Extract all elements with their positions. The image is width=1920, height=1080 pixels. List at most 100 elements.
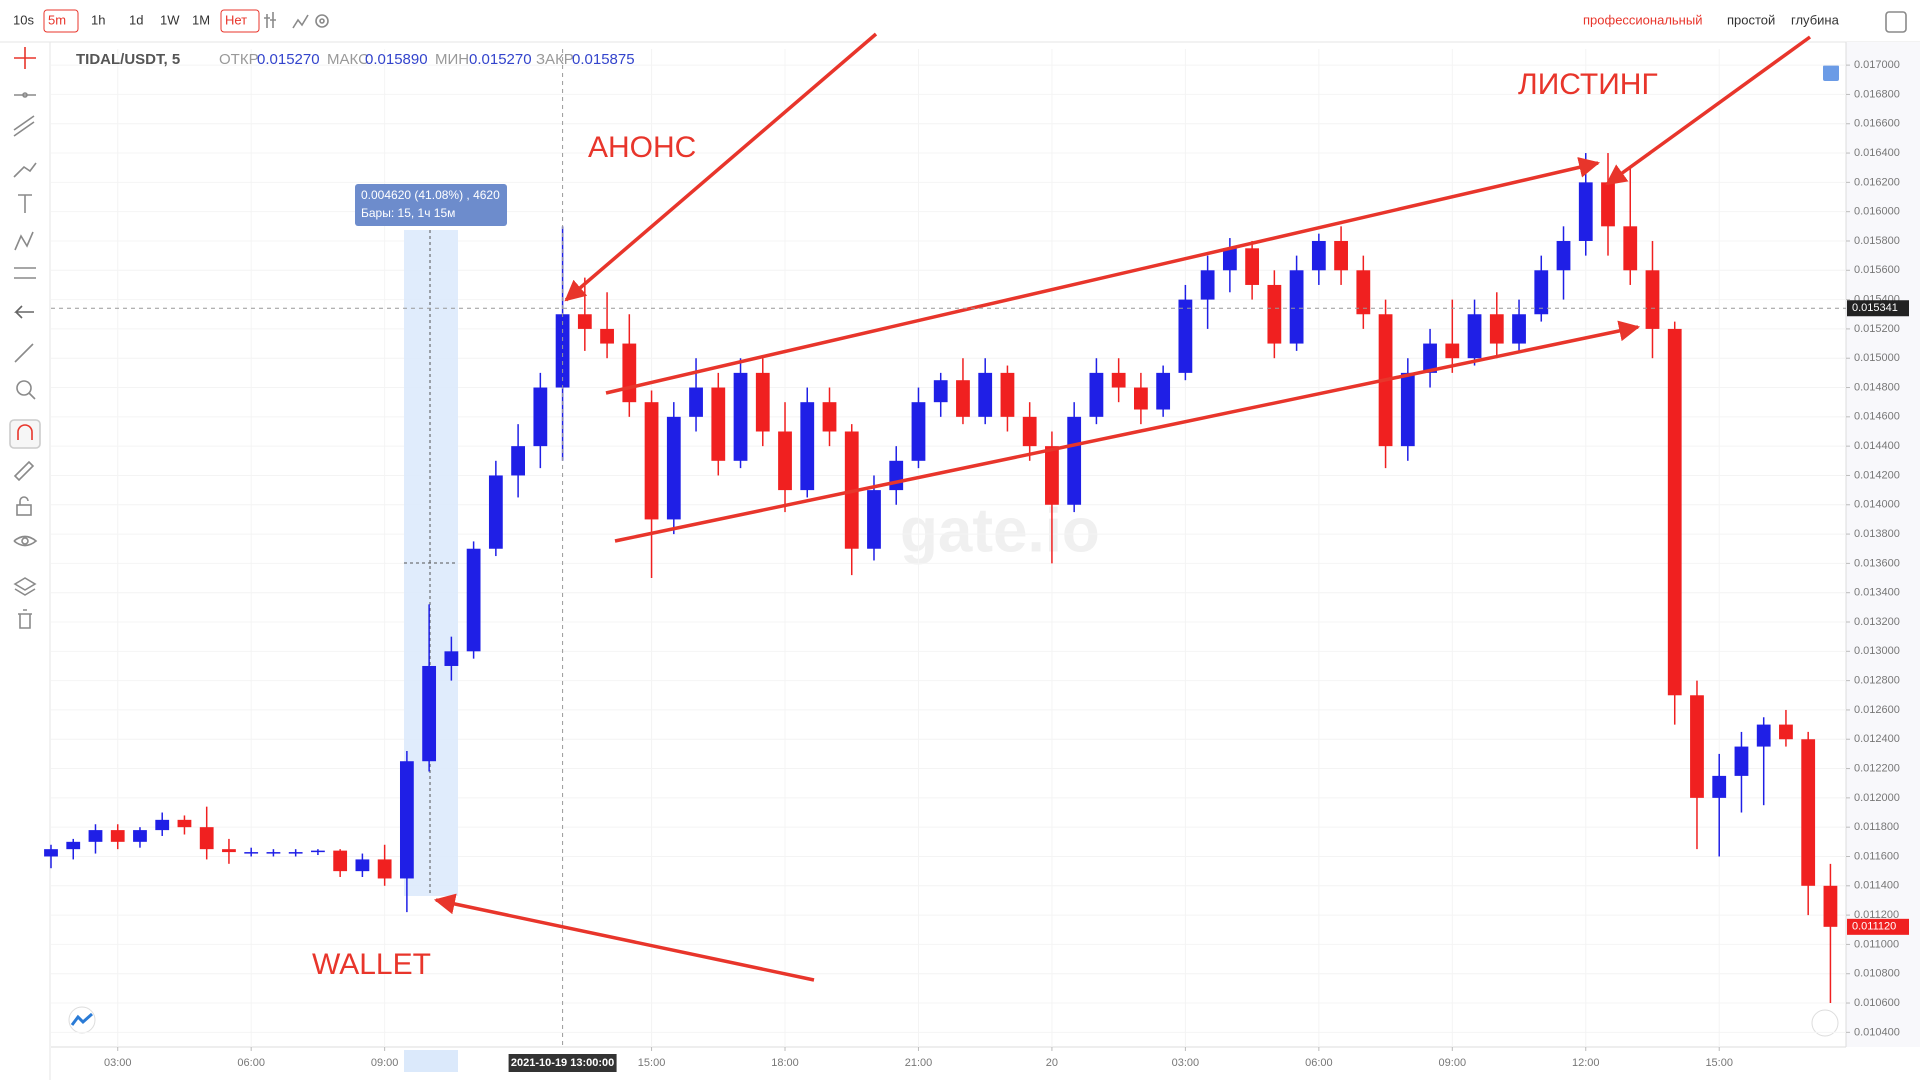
scale-button[interactable] xyxy=(1823,65,1839,81)
view-tab[interactable]: профессиональный xyxy=(1583,12,1702,27)
y-tick-label: 0.010800 xyxy=(1854,968,1900,980)
candle-body xyxy=(1267,284,1282,344)
x-tick-label: 20 xyxy=(1046,1057,1058,1069)
y-tick-label: 0.016000 xyxy=(1854,206,1900,218)
y-tick-label: 0.013400 xyxy=(1854,587,1900,599)
candle-body xyxy=(1645,270,1660,329)
candle-body xyxy=(733,372,748,461)
y-tick-label: 0.013200 xyxy=(1854,616,1900,628)
candle-body xyxy=(66,841,81,850)
x-tick-label: 09:00 xyxy=(1439,1057,1467,1069)
candle-body xyxy=(511,446,525,476)
view-tab[interactable]: глубина xyxy=(1791,12,1840,27)
candle-body xyxy=(1756,724,1771,747)
y-tick-label: 0.013000 xyxy=(1854,645,1900,657)
y-tick-label: 0.014200 xyxy=(1854,469,1900,481)
candle-body xyxy=(1467,314,1482,359)
candle-body xyxy=(1667,328,1682,696)
style-box xyxy=(220,9,260,33)
candle-body xyxy=(822,402,837,432)
candle-body xyxy=(933,380,948,403)
symbol: TIDAL/USDT, 5 xyxy=(76,51,180,68)
candle-body xyxy=(1334,240,1348,271)
interval-button[interactable]: 1M xyxy=(192,12,210,27)
candle-body xyxy=(956,380,970,417)
chart-style-button[interactable]: Нет xyxy=(225,12,247,27)
interval-selected-box xyxy=(43,9,79,33)
y-tick-label: 0.011600 xyxy=(1854,850,1899,862)
candle-body xyxy=(755,372,770,432)
y-tick-label: 0.013800 xyxy=(1854,528,1900,540)
y-tick-label: 0.011000 xyxy=(1854,938,1899,950)
ohlc-value: 0.015890 xyxy=(365,51,428,68)
candle-body xyxy=(1489,314,1504,344)
candle-body xyxy=(422,665,437,762)
y-tick-label: 0.013600 xyxy=(1854,557,1900,569)
candle-body xyxy=(1134,387,1148,410)
view-tab[interactable]: простой xyxy=(1727,12,1775,27)
candle-body xyxy=(1512,314,1526,344)
candle-body xyxy=(1623,226,1638,271)
interval-button[interactable]: 1W xyxy=(160,12,180,27)
drawing-tools[interactable] xyxy=(9,47,41,629)
candle-body xyxy=(533,387,548,447)
watermark: gate.io xyxy=(900,496,1100,565)
candle-body xyxy=(1111,372,1126,388)
interval-button[interactable]: 1h xyxy=(91,12,105,27)
y-tick-label: 0.012200 xyxy=(1854,762,1900,774)
annotation: АНОНС xyxy=(588,131,696,164)
fullscreen-button[interactable] xyxy=(1885,11,1907,33)
candle-body xyxy=(1222,248,1237,271)
candle-body xyxy=(311,850,325,853)
interval-button[interactable]: 1d xyxy=(129,12,143,27)
candle-body xyxy=(867,490,881,549)
candle-body xyxy=(488,475,503,549)
measure-text: Бары: 15, 1ч 15м xyxy=(361,206,455,220)
candle-body xyxy=(1556,240,1571,271)
ohlc-label: МИН xyxy=(435,51,469,68)
annotation: ЛИСТИНГ xyxy=(1518,68,1658,101)
candle-body xyxy=(1690,695,1704,798)
candle-body xyxy=(644,402,659,520)
candle-body xyxy=(44,849,58,857)
candle-body xyxy=(155,819,170,831)
candle-body xyxy=(222,849,236,853)
scroll-right-button[interactable] xyxy=(1811,1009,1839,1037)
toolbar-icons[interactable] xyxy=(264,12,329,29)
ohlc-value: 0.015270 xyxy=(257,51,320,68)
price-axis xyxy=(1846,42,1920,1047)
y-tick-label: 0.016600 xyxy=(1854,118,1900,130)
grid xyxy=(51,49,1846,1047)
last-price-label: 0.011120 xyxy=(1852,921,1896,933)
candle-body xyxy=(1779,724,1793,740)
candle-body xyxy=(1245,248,1260,285)
x-tick-label: 21:00 xyxy=(905,1057,933,1069)
candle-body xyxy=(1801,739,1816,886)
interval-button[interactable]: 10s xyxy=(13,12,34,27)
candle-body xyxy=(377,859,392,879)
y-tick-label: 0.014400 xyxy=(1854,440,1900,452)
y-tick-label: 0.014600 xyxy=(1854,411,1900,423)
logo-button[interactable] xyxy=(68,1006,96,1034)
y-tick-label: 0.012600 xyxy=(1854,704,1900,716)
candle-body xyxy=(110,830,125,842)
interval-button[interactable]: 5m xyxy=(48,12,66,27)
candle-body xyxy=(355,859,370,872)
candle-body xyxy=(1712,775,1727,798)
candle-body xyxy=(689,387,703,417)
candle-body xyxy=(555,314,570,388)
measure-tooltip xyxy=(355,184,507,226)
candle-body xyxy=(444,651,459,666)
y-tick-label: 0.010400 xyxy=(1854,1026,1900,1038)
candle-body xyxy=(1356,270,1371,315)
y-tick-label: 0.011200 xyxy=(1854,909,1899,921)
candle-body xyxy=(399,761,414,879)
x-tick-label: 09:00 xyxy=(371,1057,399,1069)
y-tick-label: 0.012800 xyxy=(1854,675,1900,687)
candle-body xyxy=(1534,270,1549,315)
y-tick-label: 0.012400 xyxy=(1854,733,1900,745)
candle-body xyxy=(177,819,192,828)
annotation: WALLET xyxy=(312,948,431,981)
candle-body xyxy=(1823,885,1838,927)
